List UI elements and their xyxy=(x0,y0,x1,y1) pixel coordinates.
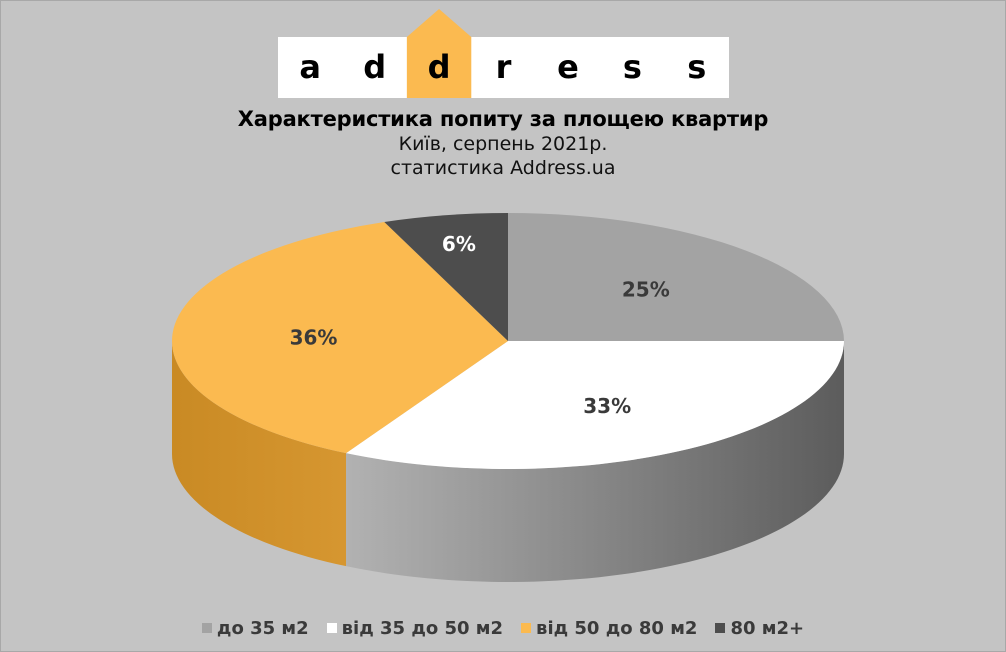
legend-item: від 50 до 80 м2 xyxy=(521,618,697,639)
legend-item: 80 м2+ xyxy=(715,618,804,639)
legend-swatch-icon xyxy=(715,623,726,633)
chart-legend: до 35 м2 від 35 до 50 м2 від 50 до 80 м2 80… xyxy=(0,618,1006,639)
legend-label: від 50 до 80 м2 xyxy=(536,618,698,639)
pie-chart: 25% 33% 36% 6% xyxy=(0,195,1006,615)
logo-letter: a xyxy=(299,48,321,86)
chart-title: Характеристика попиту за площею квартир xyxy=(237,107,769,131)
pie-data-label: 36% xyxy=(290,325,338,349)
pie-data-label: 25% xyxy=(622,278,670,302)
legend-label: від 35 до 50 м2 xyxy=(341,618,504,639)
legend-label: до 35 м2 xyxy=(216,618,309,639)
pie-data-label: 6% xyxy=(442,232,476,256)
legend-swatch-icon xyxy=(201,623,212,633)
pie-slice-side xyxy=(172,341,347,567)
legend-item: до 35 м2 xyxy=(201,618,309,639)
logo-letter: e xyxy=(557,48,579,86)
legend-swatch-icon xyxy=(326,623,337,633)
pie-slice xyxy=(172,221,509,454)
logo-letter: d xyxy=(428,48,451,86)
chart-subtitle-line-2: статистика Address.ua xyxy=(390,157,616,179)
legend-label: 80 м2+ xyxy=(730,618,805,639)
pie-slice xyxy=(346,341,844,469)
chart-titles: Характеристика попиту за площею квартир … xyxy=(0,106,1006,180)
logo-letter: r xyxy=(496,48,512,86)
legend-item: від 35 до 50 м2 xyxy=(326,618,504,639)
logo-letter: d xyxy=(363,48,386,86)
pie-data-label: 33% xyxy=(583,394,631,418)
pie-slice xyxy=(384,213,508,341)
logo-letter: s xyxy=(623,48,642,86)
logo-box xyxy=(278,37,729,98)
pie-slice-side xyxy=(346,341,844,582)
logo-letter: s xyxy=(687,48,706,86)
logo-roof-icon xyxy=(406,9,472,37)
chart-subtitle-line-1: Київ, серпень 2021р. xyxy=(398,133,608,155)
logo-highlight-cell xyxy=(406,37,472,98)
legend-swatch-icon xyxy=(521,623,532,633)
pie-slice xyxy=(508,213,844,341)
